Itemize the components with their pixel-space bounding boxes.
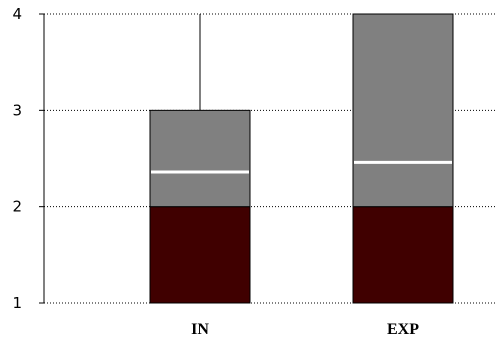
y-tick-label-4: 4: [12, 5, 22, 23]
box-upper-exp: [352, 13, 454, 208]
y-tick-label-3: 3: [12, 101, 22, 119]
axes: [39, 13, 497, 304]
box-lower-in: [149, 206, 251, 304]
y-tick-label-2: 2: [12, 198, 22, 216]
boxes: [149, 13, 454, 304]
labels: 1 2 3 4 IN EXP: [12, 5, 419, 338]
category-label-in: IN: [191, 321, 209, 338]
y-tick-label-1: 1: [12, 294, 22, 312]
grid-lines: [44, 13, 497, 208]
category-label-exp: EXP: [387, 321, 419, 338]
box-lower-exp: [352, 206, 454, 304]
box-upper-in: [149, 109, 251, 208]
